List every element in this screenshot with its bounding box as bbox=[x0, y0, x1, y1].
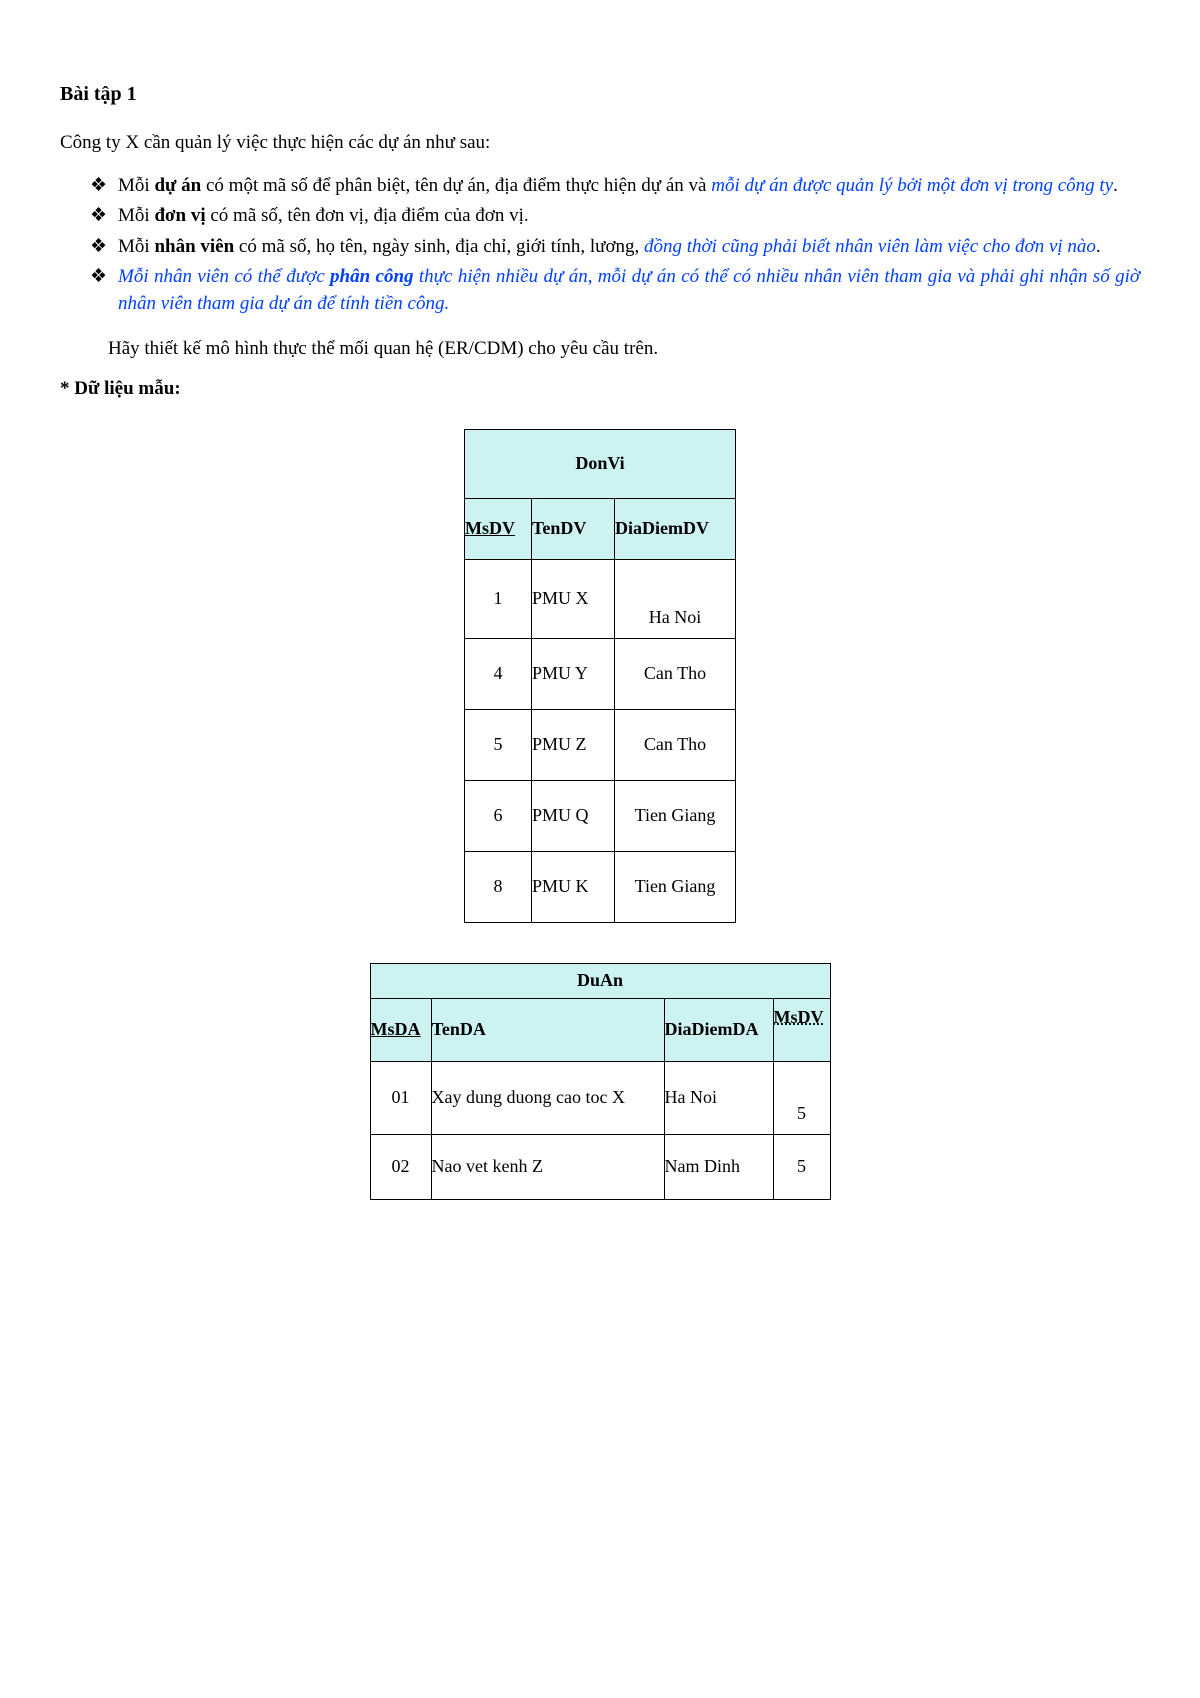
text: có một mã số để phân biệt, tên dự án, đị… bbox=[201, 175, 711, 196]
table-cell: 1 bbox=[465, 559, 532, 638]
table-cell: Nam Dinh bbox=[664, 1134, 773, 1199]
bullet-item-4: Mỗi nhân viên có thể được phân công thực… bbox=[118, 264, 1140, 317]
text: . bbox=[1096, 236, 1101, 257]
table-caption: DuAn bbox=[370, 963, 830, 998]
column-header: MsDA bbox=[370, 998, 431, 1061]
table-row: 01Xay dung duong cao toc XHa Noi5 bbox=[370, 1061, 830, 1134]
text: Mỗi bbox=[118, 205, 154, 226]
table-cell: PMU Z bbox=[532, 709, 615, 780]
table-cell: 01 bbox=[370, 1061, 431, 1134]
column-header: MsDV bbox=[773, 998, 830, 1061]
duan-table: DuAnMsDATenDADiaDiemDAMsDV01Xay dung duo… bbox=[370, 963, 831, 1200]
table-cell: 5 bbox=[773, 1061, 830, 1134]
page-title: Bài tập 1 bbox=[60, 80, 1140, 108]
table-cell: PMU X bbox=[532, 559, 615, 638]
text: Mỗi bbox=[118, 236, 154, 257]
table-cell: Ha Noi bbox=[615, 559, 736, 638]
column-header: TenDA bbox=[431, 998, 664, 1061]
table-cell: Can Tho bbox=[615, 709, 736, 780]
table-cell: Tien Giang bbox=[615, 851, 736, 922]
task-paragraph: Hãy thiết kế mô hình thực thể mối quan h… bbox=[108, 336, 1140, 363]
table-cell: Can Tho bbox=[615, 638, 736, 709]
text-emphasis: mỗi dự án được quản lý bởi một đơn vị tr… bbox=[711, 175, 1113, 196]
table-cell: Ha Noi bbox=[664, 1061, 773, 1134]
text-emphasis-bold: phân công bbox=[330, 266, 414, 287]
table-cell: 02 bbox=[370, 1134, 431, 1199]
bullet-item-2: Mỗi đơn vị có mã số, tên đơn vị, địa điể… bbox=[118, 203, 1140, 230]
text: có mã số, họ tên, ngày sinh, địa chỉ, gi… bbox=[234, 236, 644, 257]
text-bold: dự án bbox=[154, 175, 201, 196]
column-header: DiaDiemDV bbox=[615, 498, 736, 559]
text-bold: nhân viên bbox=[154, 236, 234, 257]
table-row: 6PMU QTien Giang bbox=[465, 780, 736, 851]
table-cell: Tien Giang bbox=[615, 780, 736, 851]
table-cell: PMU Q bbox=[532, 780, 615, 851]
table-cell: Nao vet kenh Z bbox=[431, 1134, 664, 1199]
table-caption: DonVi bbox=[465, 429, 736, 498]
text: có mã số, tên đơn vị, địa điểm của đơn v… bbox=[206, 205, 529, 226]
bullet-list: Mỗi dự án có một mã số để phân biệt, tên… bbox=[60, 173, 1140, 318]
table-cell: 5 bbox=[465, 709, 532, 780]
table-row: 8PMU KTien Giang bbox=[465, 851, 736, 922]
table-cell: PMU K bbox=[532, 851, 615, 922]
table-cell: PMU Y bbox=[532, 638, 615, 709]
table-row: 4PMU YCan Tho bbox=[465, 638, 736, 709]
sample-label: * Dữ liệu mẫu: bbox=[60, 376, 1140, 403]
table-row: 02Nao vet kenh ZNam Dinh5 bbox=[370, 1134, 830, 1199]
text-bold: đơn vị bbox=[154, 205, 205, 226]
table-cell: 4 bbox=[465, 638, 532, 709]
table-row: 5PMU ZCan Tho bbox=[465, 709, 736, 780]
table-cell: 6 bbox=[465, 780, 532, 851]
bullet-item-3: Mỗi nhân viên có mã số, họ tên, ngày sin… bbox=[118, 234, 1140, 261]
text-emphasis: đồng thời cũng phải biết nhân viên làm v… bbox=[644, 236, 1096, 257]
table-row: 1PMU XHa Noi bbox=[465, 559, 736, 638]
table-cell: Xay dung duong cao toc X bbox=[431, 1061, 664, 1134]
bullet-item-1: Mỗi dự án có một mã số để phân biệt, tên… bbox=[118, 173, 1140, 200]
donvi-table: DonViMsDVTenDVDiaDiemDV1PMU XHa Noi4PMU … bbox=[464, 429, 736, 923]
text: Mỗi bbox=[118, 175, 154, 196]
column-header: DiaDiemDA bbox=[664, 998, 773, 1061]
intro-paragraph: Công ty X cần quản lý việc thực hiện các… bbox=[60, 130, 1140, 157]
text-emphasis: Mỗi nhân viên có thể được bbox=[118, 266, 330, 287]
table-cell: 8 bbox=[465, 851, 532, 922]
text: . bbox=[1113, 175, 1118, 196]
column-header: TenDV bbox=[532, 498, 615, 559]
column-header: MsDV bbox=[465, 498, 532, 559]
table-cell: 5 bbox=[773, 1134, 830, 1199]
